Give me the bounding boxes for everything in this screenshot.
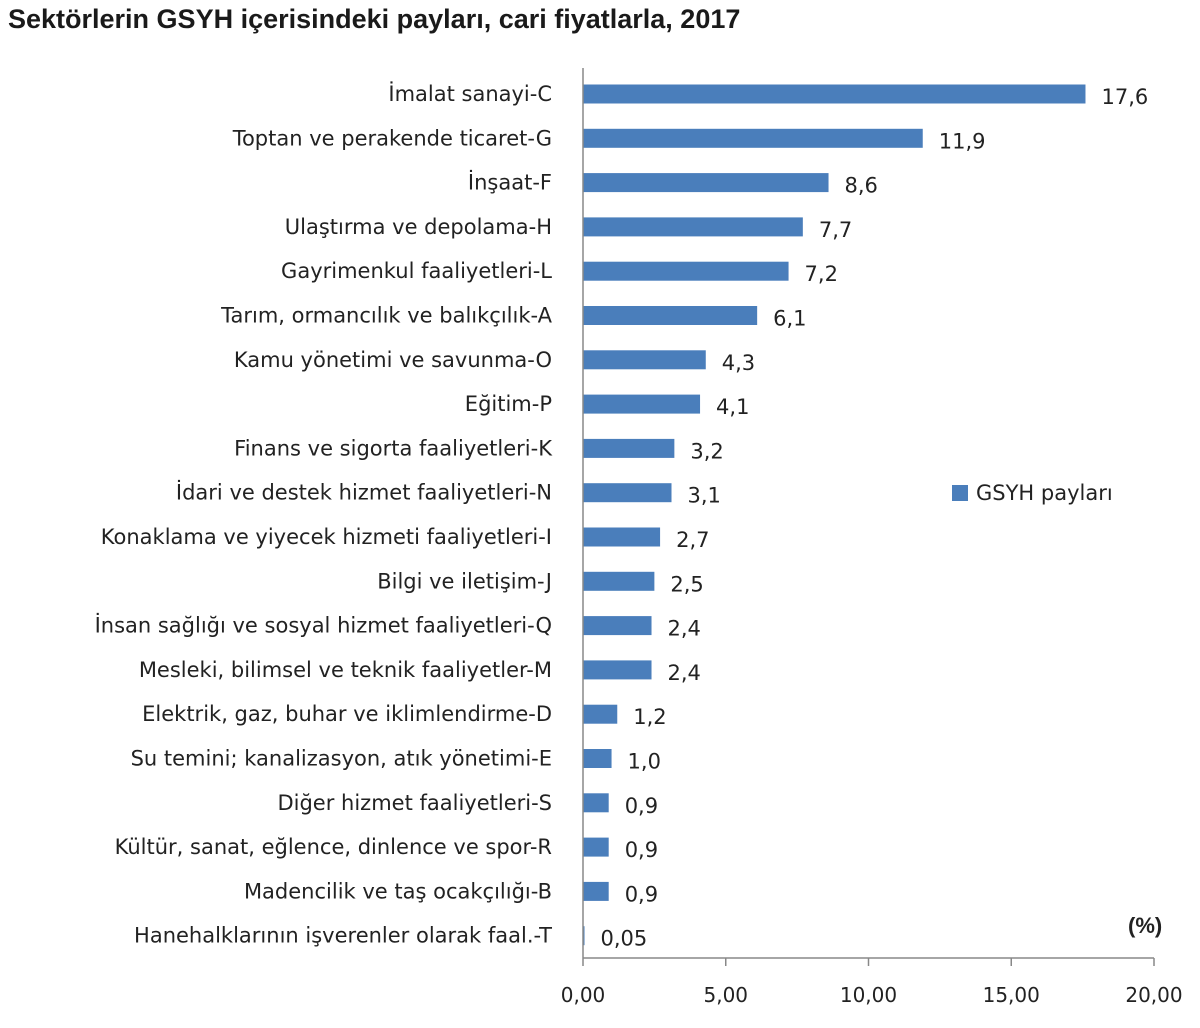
value-label: 6,1: [773, 307, 806, 331]
bar: [583, 438, 675, 458]
x-tick-label: 15,00: [983, 983, 1040, 1007]
category-label: Kamu yönetimi ve savunma-O: [234, 348, 552, 372]
chart-title: Sektörlerin GSYH içerisindeki payları, c…: [8, 4, 741, 34]
value-label: 2,7: [676, 528, 709, 552]
category-label: İnşaat-F: [468, 170, 552, 195]
value-label: 17,6: [1101, 85, 1148, 109]
category-label: Eğitim-P: [465, 392, 552, 416]
bar: [583, 837, 609, 857]
category-label: Tarım, ormancılık ve balıkçılık-A: [220, 304, 553, 328]
bar: [583, 350, 706, 370]
category-label: Elektrik, gaz, buhar ve iklimlendirme-D: [142, 702, 552, 726]
category-label: Mesleki, bilimsel ve teknik faaliyetler-…: [139, 658, 552, 682]
category-label: Madencilik ve taş ocakçılığı-B: [244, 879, 552, 903]
value-label: 0,9: [625, 794, 658, 818]
bars-layer: [583, 84, 1086, 946]
x-axis: 0,00 5,00 10,00 15,00 20,00: [561, 68, 1183, 1007]
legend-label: GSYH payları: [976, 481, 1113, 505]
value-label: 3,2: [690, 439, 723, 463]
value-label: 4,1: [716, 395, 749, 419]
category-label: Finans ve sigorta faaliyetleri-K: [234, 436, 553, 460]
x-tick-label: 5,00: [703, 983, 748, 1007]
category-label: Kültür, sanat, eğlence, dinlence ve spor…: [115, 835, 552, 859]
legend: GSYH payları: [952, 481, 1113, 505]
bar: [583, 660, 652, 680]
bar: [583, 128, 923, 148]
value-label: 2,4: [668, 617, 701, 641]
category-label: Gayrimenkul faaliyetleri-L: [281, 259, 552, 283]
bar: [583, 173, 829, 193]
category-label: Konaklama ve yiyecek hizmeti faaliyetler…: [101, 525, 552, 549]
value-label: 7,2: [805, 262, 838, 286]
bar: [583, 261, 789, 281]
value-label: 1,0: [628, 750, 661, 774]
category-label: İdari ve destek hizmet faaliyetleri-N: [176, 480, 552, 505]
bar: [583, 306, 758, 325]
bar: [583, 571, 655, 591]
bar: [583, 84, 1086, 104]
value-label: 8,6: [845, 174, 878, 198]
value-label: 4,3: [722, 351, 755, 375]
category-label: Ulaştırma ve depolama-H: [285, 215, 552, 239]
x-tick-label: 0,00: [561, 983, 606, 1007]
bar: [583, 616, 652, 636]
value-label: 2,5: [670, 572, 703, 596]
bar: [583, 793, 609, 813]
category-label: Diğer hizmet faaliyetleri-S: [277, 791, 552, 815]
x-tick-label: 20,00: [1125, 983, 1182, 1007]
bar: [583, 881, 609, 901]
value-label: 0,9: [625, 882, 658, 906]
category-label: Hanehalklarının işverenler olarak faal.-…: [134, 924, 552, 948]
category-label: Bilgi ve iletişim-J: [377, 569, 552, 593]
value-label: 2,4: [668, 661, 701, 685]
unit-label: (%): [1128, 913, 1162, 938]
category-label: Su temini; kanalizasyon, atık yönetimi-E: [131, 747, 552, 771]
bar: [583, 749, 612, 768]
bar: [583, 483, 672, 503]
value-label: 0,9: [625, 838, 658, 862]
category-label: İmalat sanayi-C: [388, 81, 552, 106]
bar: [583, 217, 803, 237]
value-label: 3,1: [688, 484, 721, 508]
bar: [583, 394, 701, 414]
category-labels: İmalat sanayi-C Toptan ve perakende ticar…: [95, 81, 554, 948]
value-label: 7,7: [819, 218, 852, 242]
value-label: 11,9: [939, 129, 986, 153]
x-tick-label: 10,00: [840, 983, 897, 1007]
value-label: 1,2: [633, 705, 666, 729]
value-label: 0,05: [601, 927, 648, 951]
category-label: Toptan ve perakende ticaret-G: [232, 126, 552, 150]
category-label: İnsan sağlığı ve sosyal hizmet faaliyetl…: [95, 613, 552, 638]
value-labels: 17,6 11,9 8,6 7,7 7,2 6,1 4,3 4,1 3,2 3,1 2,7 2,5 2,…: [601, 85, 1149, 951]
legend-swatch: [952, 485, 968, 501]
bar: [583, 704, 618, 724]
bar: [583, 527, 661, 547]
